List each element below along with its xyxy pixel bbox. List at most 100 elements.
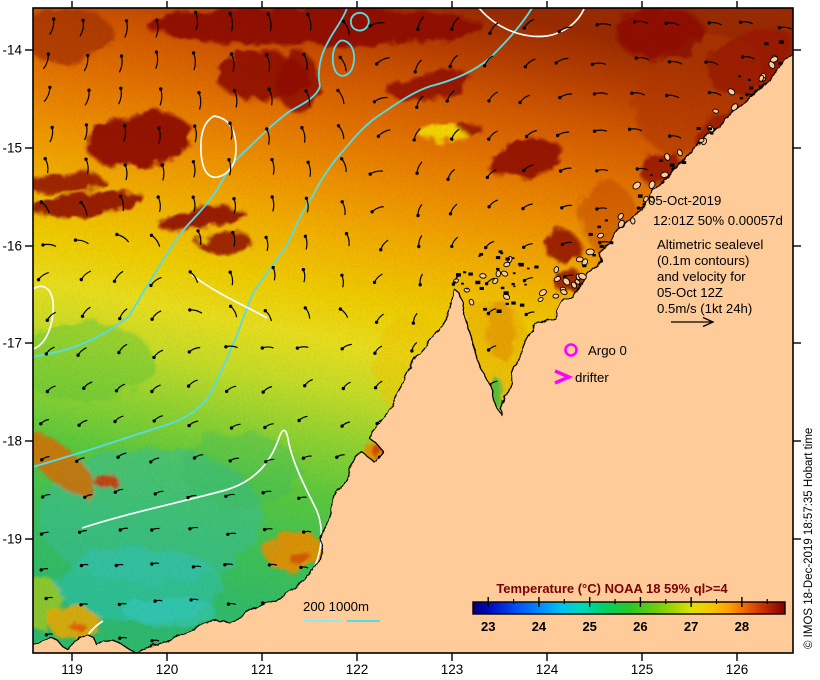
velocity-vector-head [372, 100, 377, 104]
island [730, 103, 739, 111]
velocity-vector-head [228, 459, 232, 463]
velocity-vector-head [335, 455, 339, 459]
velocity-vector-head [83, 495, 87, 499]
island [505, 257, 510, 261]
velocity-vector-head [43, 157, 47, 161]
velocity-vector-head [79, 200, 83, 205]
island [524, 283, 527, 286]
velocity-vector-head [299, 565, 303, 570]
island [770, 56, 779, 63]
island [495, 270, 501, 278]
lat-tick-label: -19 [2, 532, 22, 547]
colorbar-tick-label: 27 [684, 619, 698, 634]
velocity-vector-head [340, 157, 344, 161]
velocity-vector-head [266, 12, 270, 16]
velocity-vector-head [450, 244, 454, 249]
island [617, 213, 624, 220]
velocity-vector-head [338, 55, 342, 60]
velocity-vector-head [270, 157, 274, 162]
island [604, 219, 608, 222]
velocity-vector-head [160, 163, 164, 167]
island [537, 296, 544, 303]
island [518, 262, 524, 267]
coastline-landmass [33, 54, 793, 653]
lon-tick-label: 125 [631, 662, 654, 677]
island [518, 262, 522, 265]
velocity-vector-head [231, 230, 235, 235]
velocity-vector-head [263, 309, 267, 313]
island [682, 161, 687, 165]
velocity-vector-head [627, 127, 632, 131]
island [501, 270, 509, 277]
island [538, 289, 547, 297]
velocity-vector-head [300, 126, 304, 130]
velocity-vector-head [304, 89, 308, 93]
velocity-vector-head [487, 99, 491, 103]
island [632, 181, 641, 190]
velocity-vector-head [632, 20, 637, 24]
sealevel-contour [191, 274, 268, 319]
velocity-vector-head [39, 568, 43, 572]
velocity-vector-head [630, 91, 634, 95]
velocity-vector-head [484, 245, 488, 250]
island [519, 303, 525, 307]
info-line-3: and velocity for [657, 269, 746, 284]
island [617, 219, 625, 229]
islands [452, 40, 784, 314]
island [552, 293, 560, 299]
velocity-vector-head [76, 353, 80, 357]
velocity-vector-head [340, 347, 344, 351]
velocity-vector-head [188, 270, 192, 274]
island [648, 196, 656, 203]
velocity-vector-head [153, 599, 157, 603]
velocity-vector-head [118, 528, 123, 532]
velocity-vector-head [450, 27, 454, 31]
velocity-vector-head [48, 85, 52, 90]
bathymetry-legend-label: 200 1000m [303, 599, 369, 614]
velocity-vector-head [232, 88, 237, 93]
velocity-vector-head [555, 133, 560, 138]
velocity-vector-head [411, 321, 416, 325]
velocity-vector-head [306, 160, 310, 164]
velocity-vector-head [483, 64, 487, 68]
velocity-vector-head [379, 248, 383, 252]
velocity-vector-head [297, 496, 301, 500]
velocity-vector-head [448, 64, 452, 69]
velocity-vector-head [264, 460, 268, 464]
velocity-vector-head [598, 240, 602, 245]
island [560, 289, 568, 296]
velocity-vector-head [112, 279, 117, 283]
velocity-vector-head [590, 62, 595, 66]
velocity-vector-head [592, 92, 597, 96]
velocity-vector-head [153, 492, 157, 496]
velocity-vector-head [336, 88, 340, 93]
velocity-vector-head [410, 349, 414, 353]
bathymetry-contour [33, 8, 348, 358]
velocity-vector-head [267, 563, 272, 567]
island [609, 241, 614, 245]
island [630, 217, 636, 225]
velocity-vector-head [560, 242, 565, 247]
velocity-vector-head [77, 530, 82, 534]
velocity-vector-head [197, 91, 201, 95]
velocity-vector-head [304, 196, 309, 200]
info-line-4: 05-Oct 12Z [657, 285, 723, 300]
velocity-vector-head [523, 65, 527, 69]
velocity-vector-head [155, 18, 159, 22]
velocity-vector-head [265, 53, 269, 57]
island [664, 152, 671, 161]
island [553, 266, 560, 274]
velocity-vector-head [152, 355, 156, 360]
velocity-vector-head [86, 53, 90, 58]
velocity-vector-head [595, 207, 599, 211]
island [708, 127, 713, 131]
land-layer [33, 40, 793, 653]
info-line-5: 0.5m/s (1kt 24h) [657, 301, 752, 316]
velocity-vector-head [117, 602, 122, 607]
velocity-vector-head [229, 52, 234, 56]
velocity-vector-head [487, 137, 491, 141]
island [758, 74, 765, 82]
map-frame [32, 7, 794, 654]
velocity-vector-head [228, 121, 232, 125]
